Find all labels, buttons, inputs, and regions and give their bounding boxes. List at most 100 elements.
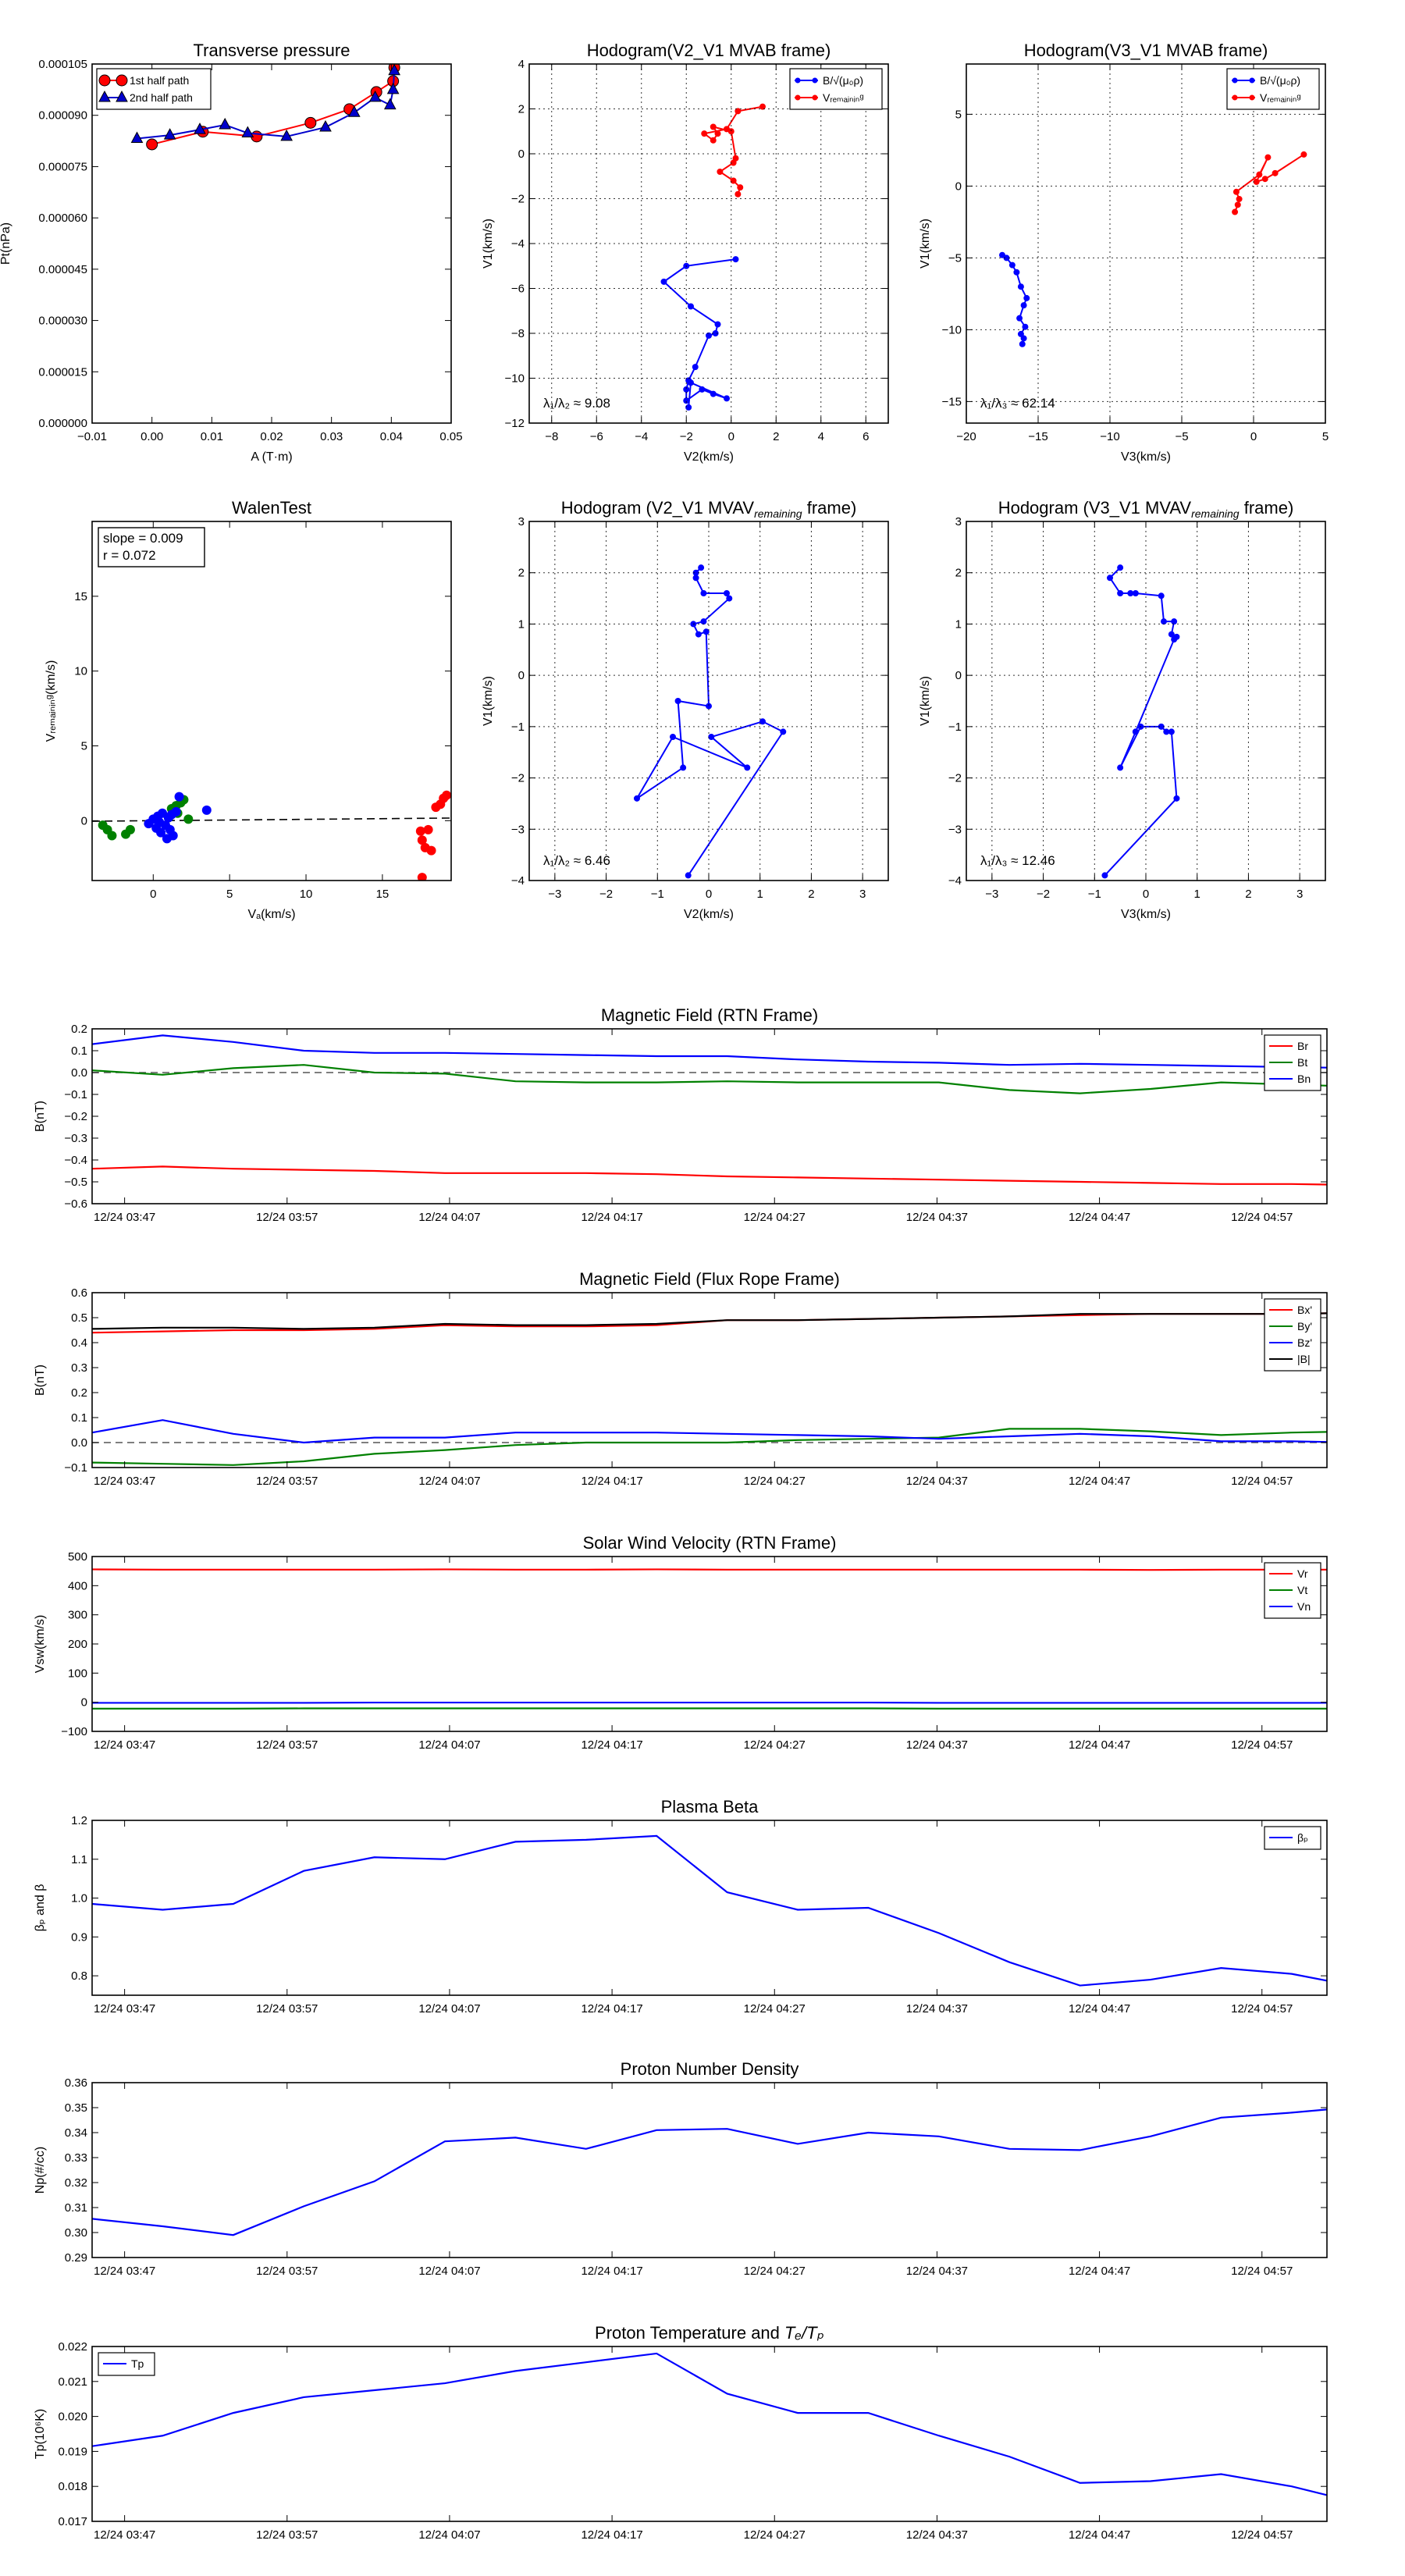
data-point	[219, 117, 232, 130]
data-point	[1101, 872, 1108, 879]
time-tick-label: 12/24 04:27	[744, 2265, 806, 2278]
legend: B/√(μ₀ρ) Vᵣₑₘₐᵢₙᵢₙᵍ	[1226, 68, 1320, 110]
data-point	[1161, 618, 1167, 625]
x-tick-label: 0.01	[201, 430, 223, 443]
data-point	[1236, 195, 1243, 202]
y-tick-label: 0.2	[71, 1386, 87, 1400]
series-line-βₚ	[92, 1834, 1327, 1987]
y-tick-label: 1.1	[71, 1853, 87, 1866]
data-point	[701, 130, 708, 137]
chart-title: Hodogram (V3_V1 MVAVremaining frame)	[998, 498, 1294, 520]
y-tick-label: 0.35	[65, 2101, 87, 2115]
y-tick-label: 500	[68, 1550, 87, 1564]
data-point	[759, 103, 766, 110]
y-tick-label: 0.000015	[38, 365, 87, 379]
plot-area	[634, 564, 787, 879]
y-tick-label: 0.4	[71, 1336, 87, 1350]
x-tick-label: 15	[376, 888, 389, 901]
legend-label: B/√(μ₀ρ)	[823, 74, 863, 87]
annotation-line: slope = 0.009	[103, 531, 183, 546]
data-point	[417, 873, 427, 881]
time-tick-label: 12/24 04:07	[418, 2528, 480, 2542]
plot-area	[130, 64, 401, 151]
x-tick-label: −15	[1028, 430, 1048, 443]
data-point	[1232, 188, 1240, 195]
data-point	[735, 108, 742, 115]
chart-title: Proton Temperature and Tₑ/Tₚ	[595, 2323, 824, 2343]
annotation-frame	[98, 527, 205, 568]
y-tick-label: −10	[942, 323, 962, 336]
time-tick-label: 12/24 04:07	[418, 1211, 480, 1224]
x-tick-label: 5	[1322, 430, 1329, 443]
plot-frame	[91, 2082, 1328, 2258]
chart-plasma-beta: 12/24 03:47 12/24 03:57 12/24 04:07 12/24 0…	[34, 1797, 1328, 2016]
data-point	[1117, 590, 1124, 596]
data-point	[130, 131, 144, 144]
series-line-Br	[92, 1165, 1327, 1186]
time-tick-label: 12/24 03:47	[94, 1211, 155, 1224]
data-point	[714, 130, 721, 137]
y-tick-label: −0.1	[64, 1088, 87, 1101]
data-point	[1023, 294, 1030, 301]
chart-magnetic-field-rtn: 12/24 03:47 12/24 03:57 12/24 04:07 12/24 0…	[34, 1005, 1328, 1224]
time-tick-label: 12/24 04:57	[1231, 1211, 1293, 1224]
data-point	[700, 590, 707, 596]
x-tick-label: 0	[150, 888, 156, 901]
plot-frame	[91, 2346, 1328, 2522]
x-tick-label: 0.04	[380, 430, 403, 443]
y-tick-label: −4	[511, 237, 525, 251]
chart-title: Proton Number Density	[621, 2059, 799, 2079]
series-line-Vr	[92, 1568, 1327, 1571]
x-tick-label: 0	[1143, 888, 1149, 901]
data-point	[171, 806, 181, 817]
y-tick-label: −1	[511, 720, 525, 734]
plot-area	[92, 1834, 1327, 1987]
x-axis-label: V3(km/s)	[1121, 908, 1171, 921]
data-point	[1020, 335, 1027, 342]
y-tick-label: 0.9	[71, 1930, 87, 1944]
chart-proton-number-density: 12/24 03:47 12/24 03:57 12/24 04:07 12/24 0…	[34, 2059, 1328, 2278]
time-tick-label: 12/24 04:37	[906, 1211, 968, 1224]
time-tick-label: 12/24 04:27	[744, 2002, 806, 2016]
y-tick-label: 3	[955, 515, 962, 528]
time-tick-label: 12/24 04:47	[1069, 1211, 1130, 1224]
legend-marker	[1232, 94, 1238, 101]
legend: Bx' By' Bz' |B|	[1264, 1298, 1321, 1372]
y-tick-label: 0.000105	[38, 58, 87, 71]
data-point	[710, 137, 717, 144]
chart-title: Solar Wind Velocity (RTN Frame)	[583, 1533, 837, 1553]
y-tick-label: 0.020	[58, 2411, 87, 2424]
legend-label: Bz'	[1297, 1336, 1312, 1349]
data-point	[730, 177, 737, 184]
x-tick-label: −2	[599, 888, 613, 901]
data-point	[702, 628, 710, 635]
y-tick-label: −5	[948, 251, 962, 265]
y-tick-label: 0	[955, 669, 962, 682]
legend-marker	[1249, 77, 1255, 84]
plot-area	[92, 790, 451, 881]
data-point	[727, 128, 735, 135]
y-tick-label: 0.000030	[38, 315, 87, 328]
y-tick-label: 0.6	[71, 1286, 87, 1300]
legend-marker	[812, 77, 818, 84]
time-tick-label: 12/24 04:27	[744, 1738, 806, 1752]
y-tick-label: −3	[948, 823, 962, 836]
time-tick-label: 12/24 04:47	[1069, 1738, 1130, 1752]
x-tick-label: 4	[818, 430, 824, 443]
data-point	[1107, 575, 1113, 582]
data-point	[780, 728, 787, 735]
y-tick-label: −8	[511, 327, 525, 340]
data-point	[304, 116, 317, 129]
data-point	[1264, 154, 1272, 161]
legend-box	[96, 68, 212, 110]
y-tick-label: 400	[68, 1579, 87, 1592]
time-tick-label: 12/24 04:17	[581, 2528, 642, 2542]
chart-hodogram-v2-mvav: −3 −2 −1 0 1 2 3 −4 −3 −2 −1 0 1 2 3 Hodogram (V2_V1 MV…	[482, 498, 889, 921]
y-tick-label: 0.8	[71, 1969, 87, 1983]
y-tick-label: 0.0	[71, 1436, 87, 1450]
data-point	[688, 379, 694, 386]
legend-label: Br	[1297, 1040, 1308, 1052]
data-point	[156, 827, 166, 838]
legend-label: |B|	[1297, 1353, 1311, 1365]
